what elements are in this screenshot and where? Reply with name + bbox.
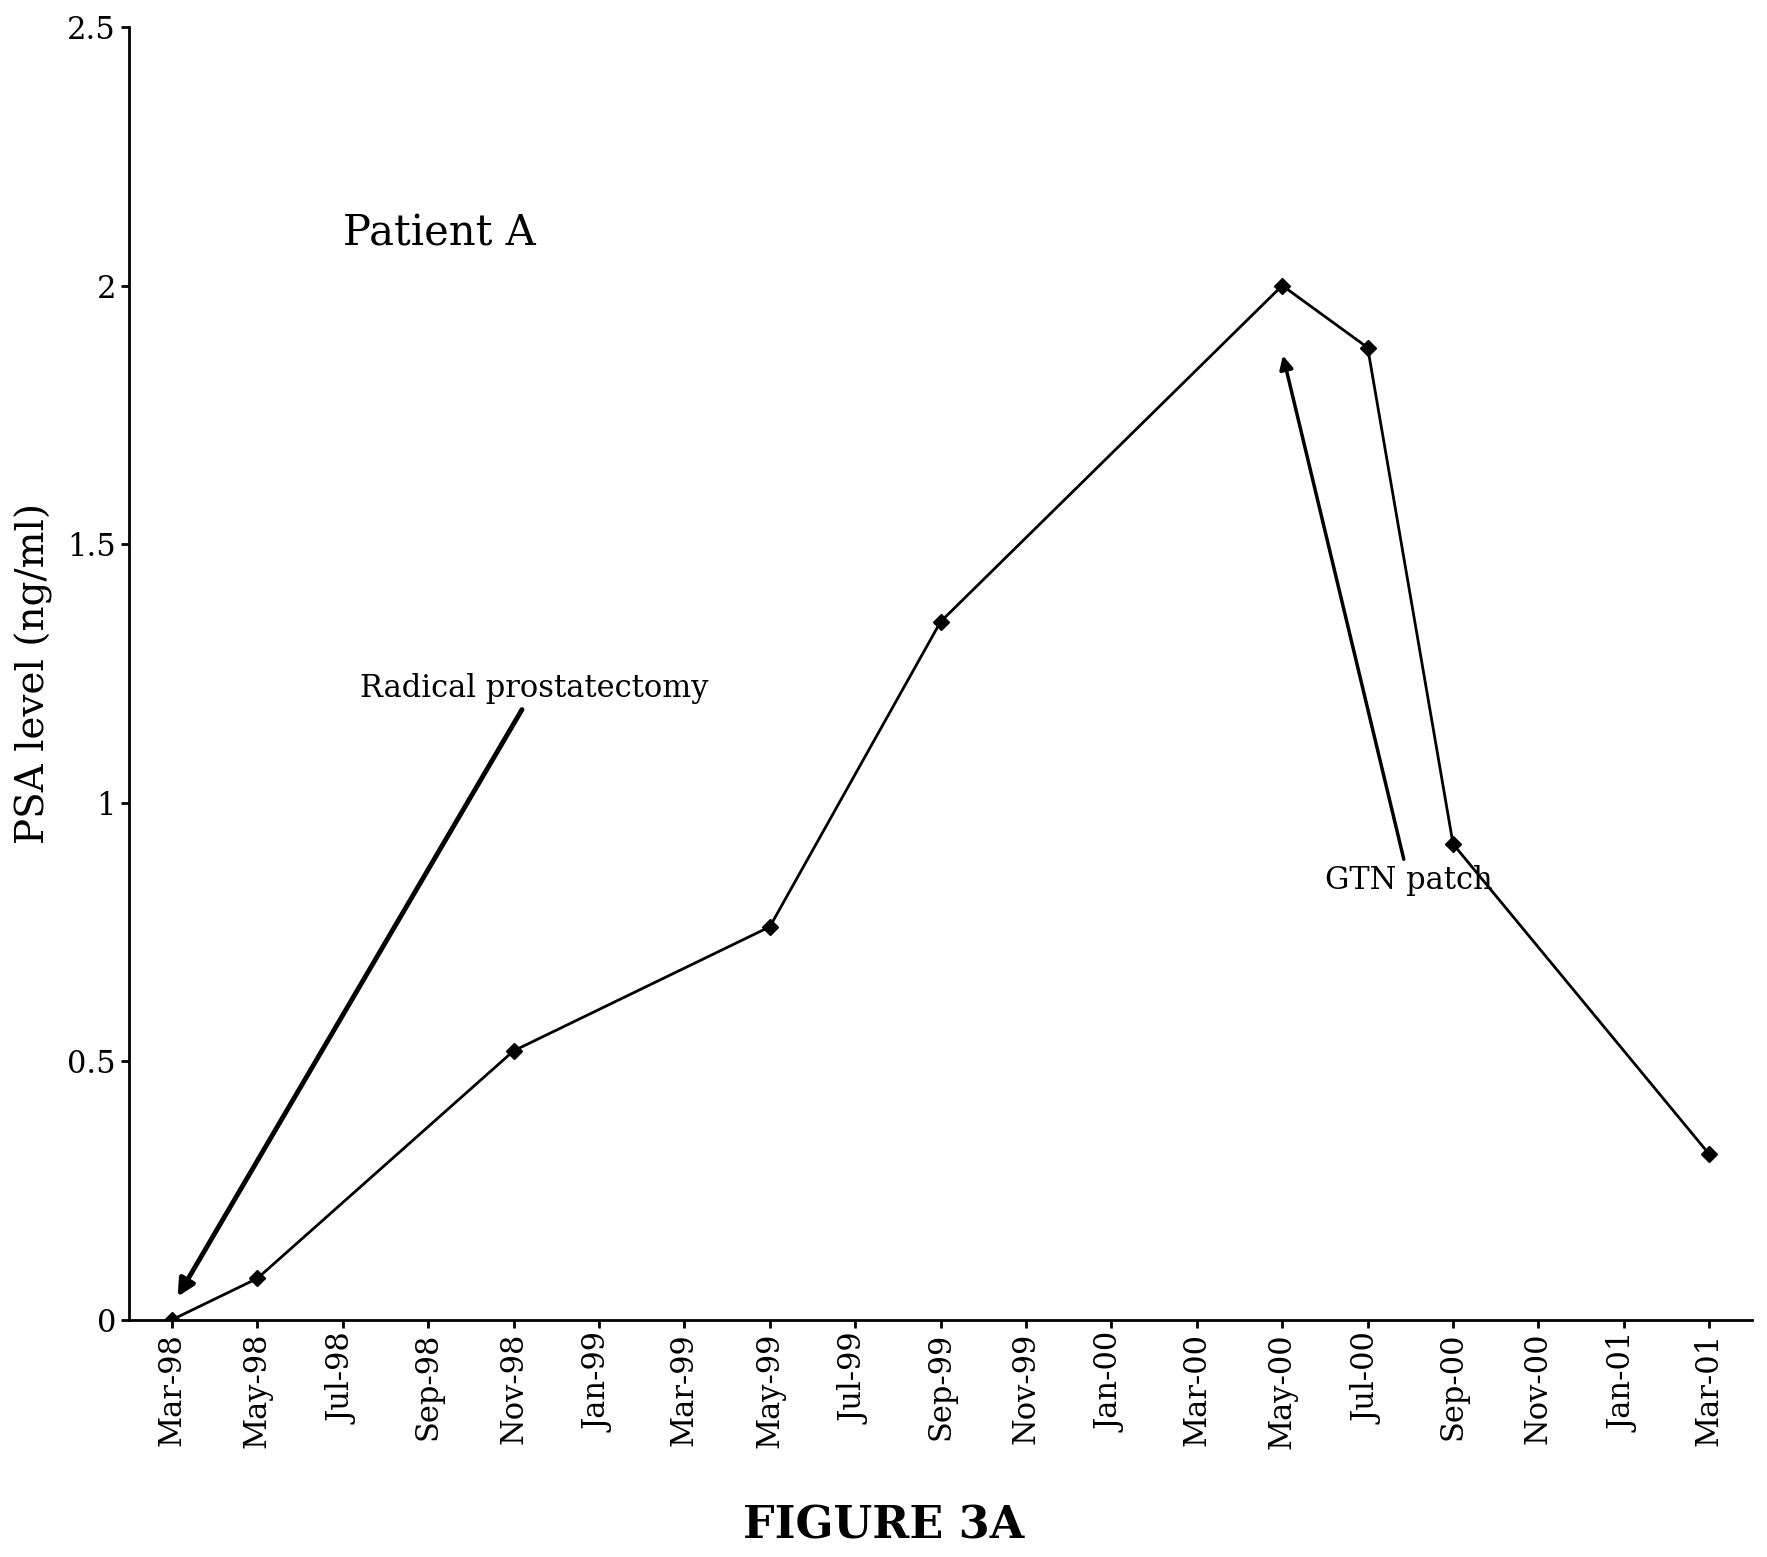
Text: GTN patch: GTN patch bbox=[1281, 360, 1493, 895]
Y-axis label: PSA level (ng/ml): PSA level (ng/ml) bbox=[14, 503, 53, 844]
Text: Radical prostatectomy: Radical prostatectomy bbox=[180, 673, 709, 1292]
Text: FIGURE 3A: FIGURE 3A bbox=[742, 1504, 1025, 1548]
Text: Patient A: Patient A bbox=[343, 213, 535, 255]
